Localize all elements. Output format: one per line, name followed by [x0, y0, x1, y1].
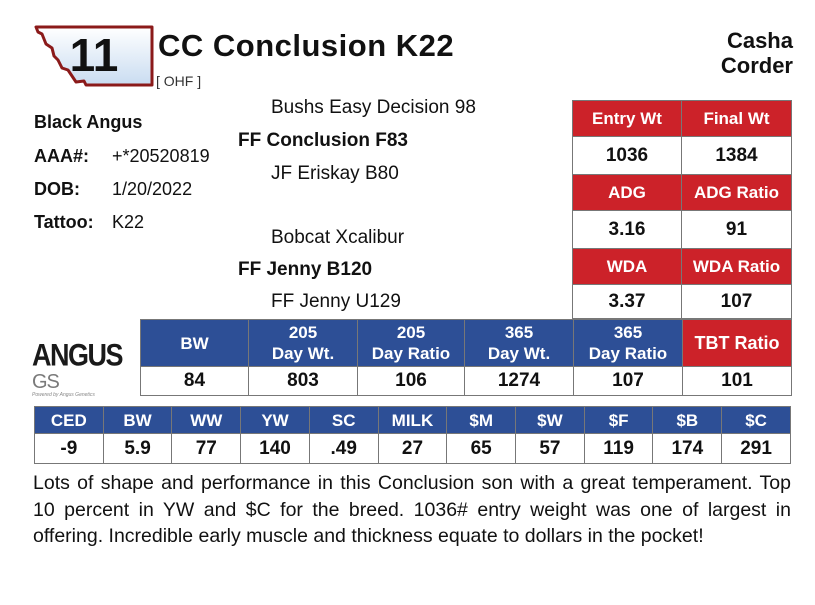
weights-table: BW 205 Day Wt. 205 Day Ratio 365 Day Wt. 36…: [140, 319, 792, 396]
final-wt-header: Final Wt: [681, 100, 792, 137]
tattoo-value: K22: [112, 212, 145, 232]
epd-milk-header: MILK: [377, 406, 448, 434]
epd-ced-value: -9: [34, 433, 104, 464]
205-day-ratio-header: 205 Day Ratio: [357, 319, 465, 367]
wda-value: 3.37: [572, 284, 682, 319]
365-day-wt-header: 365 Day Wt.: [464, 319, 574, 367]
epd-header-row: CED BW WW YW SC MILK $M $W $F $B $C: [34, 406, 791, 434]
montana-map-icon: [34, 25, 154, 87]
weights-value-row: 84 803 106 1274 107 101: [140, 366, 792, 396]
aaa-value: +*20520819: [112, 146, 210, 166]
pedigree-dam-sire: Bobcat Xcalibur: [271, 227, 405, 248]
pedigree-dam-dam: FF Jenny U129: [271, 291, 401, 312]
consignor-name: Casha Corder: [721, 28, 793, 78]
epd-table: CED BW WW YW SC MILK $M $W $F $B $C -9 5…: [34, 406, 791, 464]
bw-header: BW: [140, 319, 249, 367]
epd-m-value: 65: [446, 433, 517, 464]
epd-milk-value: 27: [377, 433, 448, 464]
epd-yw-value: 140: [240, 433, 310, 464]
epd-yw-header: YW: [240, 406, 310, 434]
205-day-wt-value: 803: [248, 366, 358, 396]
consignor-last-name: Corder: [720, 53, 793, 78]
wda-header: WDA: [572, 248, 682, 285]
lot-number: 11: [69, 29, 119, 81]
bw-value: 84: [140, 366, 249, 396]
epd-b-header: $B: [652, 406, 723, 434]
aaa-label: AAA#:: [34, 146, 90, 166]
epd-ww-value: 77: [171, 433, 242, 464]
adg-value: 3.16: [572, 210, 682, 249]
dob-value: 1/20/2022: [112, 179, 193, 199]
epd-c-header: $C: [721, 406, 791, 434]
epd-ww-header: WW: [171, 406, 242, 434]
pedigree-sire-dam: JF Eriskay B80: [271, 163, 399, 184]
epd-ced-header: CED: [34, 406, 104, 434]
365-day-wt-value: 1274: [464, 366, 574, 396]
epd-b-value: 174: [652, 433, 723, 464]
wda-ratio-value: 107: [681, 284, 792, 319]
epd-f-value: 119: [583, 433, 654, 464]
epd-w-header: $W: [515, 406, 585, 434]
logo-gs-text: GS: [32, 371, 60, 393]
adg-ratio-header: ADG Ratio: [681, 174, 792, 211]
tbt-ratio-header: TBT Ratio: [682, 319, 792, 367]
tattoo-label: Tattoo:: [34, 212, 94, 232]
epd-bw-value: 5.9: [102, 433, 173, 464]
epd-c-value: 291: [721, 433, 791, 464]
pedigree-dam: FF Jenny B120: [238, 259, 373, 280]
performance-table: Entry Wt Final Wt 1036 1384 ADG ADG Rati…: [572, 100, 792, 319]
lot-badge: 11: [32, 24, 156, 90]
entry-wt-value: 1036: [572, 136, 682, 175]
epd-value-row: -9 5.9 77 140 .49 27 65 57 119 174 291: [34, 433, 791, 464]
pedigree-sire-sire: Bushs Easy Decision 98: [271, 97, 476, 118]
animal-name: CC Conclusion K22: [158, 28, 455, 63]
365-day-ratio-value: 107: [573, 366, 683, 396]
logo-angus-text: ANGUS: [32, 337, 124, 373]
epd-m-header: $M: [446, 406, 517, 434]
tbt-ratio-value: 101: [682, 366, 792, 396]
epd-sc-header: SC: [308, 406, 379, 434]
registration-tag: [ OHF ]: [156, 73, 202, 89]
breed: Black Angus: [34, 112, 143, 132]
365-day-ratio-header: 365 Day Ratio: [573, 319, 683, 367]
final-wt-value: 1384: [681, 136, 792, 175]
205-day-wt-header: 205 Day Wt.: [248, 319, 358, 367]
consignor-first-name: Casha: [726, 28, 793, 53]
weights-header-row: BW 205 Day Wt. 205 Day Ratio 365 Day Wt. 36…: [140, 319, 792, 367]
entry-wt-header: Entry Wt: [572, 100, 682, 137]
dob-label: DOB:: [34, 179, 80, 199]
pedigree-sire: FF Conclusion F83: [238, 130, 408, 151]
epd-w-value: 57: [515, 433, 585, 464]
epd-sc-value: .49: [308, 433, 379, 464]
angus-gs-logo: ANGUSGS Powered by Angus Genetics: [32, 337, 138, 398]
logo-tagline: Powered by Angus Genetics: [32, 392, 95, 398]
adg-ratio-value: 91: [681, 210, 792, 249]
epd-bw-header: BW: [102, 406, 173, 434]
205-day-ratio-value: 106: [357, 366, 465, 396]
epd-f-header: $F: [583, 406, 654, 434]
wda-ratio-header: WDA Ratio: [681, 248, 792, 285]
adg-header: ADG: [572, 174, 682, 211]
lot-description: Lots of shape and performance in this Co…: [33, 472, 791, 547]
